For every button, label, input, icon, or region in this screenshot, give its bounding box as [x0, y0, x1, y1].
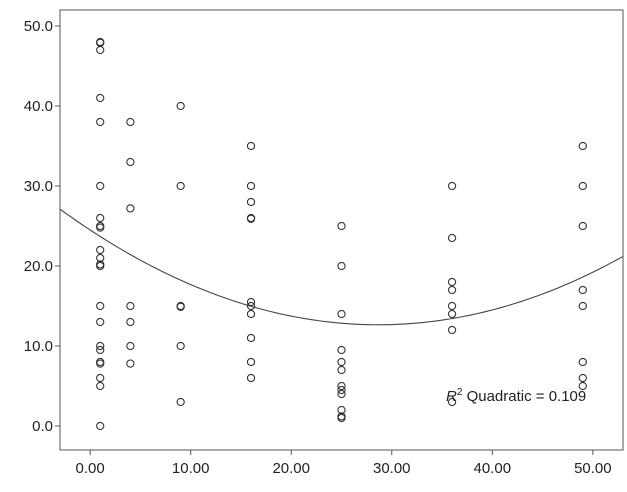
y-tick-label: 40.0 [24, 98, 53, 115]
data-point [96, 261, 105, 271]
r2-annotation-superscript: 2 [457, 387, 463, 398]
data-point [126, 317, 135, 327]
data-point [337, 357, 346, 367]
data-point [246, 297, 256, 307]
data-point [337, 365, 346, 375]
quadratic-fit-line [59, 208, 624, 326]
data-point [246, 357, 256, 367]
data-point [447, 285, 457, 295]
data-point [246, 373, 256, 383]
plot-frame [59, 9, 624, 451]
data-point [578, 285, 587, 295]
data-point [578, 381, 587, 391]
data-point [337, 413, 346, 423]
y-tick-label: 10.0 [24, 338, 53, 355]
r2-annotation-prefix: R [446, 388, 457, 405]
data-point [337, 381, 346, 391]
data-point [126, 204, 135, 213]
data-point [96, 381, 105, 391]
data-point [246, 333, 256, 343]
data-point [96, 181, 105, 191]
data-point [126, 359, 135, 368]
fit-curve-layer [59, 208, 624, 326]
data-point [126, 301, 135, 311]
data-point [337, 221, 346, 231]
data-point [96, 213, 105, 223]
data-point [176, 341, 185, 351]
data-point [337, 309, 346, 319]
x-tick-label: 40.00 [474, 460, 512, 477]
data-point [176, 397, 185, 407]
x-tick-label: 0.00 [76, 460, 105, 477]
data-point [246, 214, 256, 223]
data-point [96, 223, 105, 232]
data-point [96, 301, 105, 311]
y-tick-label: 30.0 [24, 178, 53, 195]
data-point [337, 405, 346, 415]
data-point [96, 421, 105, 431]
x-tick-label: 30.00 [373, 460, 411, 477]
data-point [126, 341, 135, 351]
data-point [96, 93, 105, 103]
data-point [96, 359, 105, 368]
data-point [96, 373, 105, 383]
y-axis: 0.0 10.0 20.0 30.0 40.0 50.0 [24, 18, 60, 435]
data-point [96, 117, 105, 127]
data-point [578, 221, 587, 231]
data-point [578, 141, 587, 151]
x-tick-label: 10.00 [172, 460, 210, 477]
data-point [447, 325, 457, 335]
data-points-layer [96, 37, 587, 431]
data-point [246, 141, 256, 151]
x-axis: 0.00 10.00 20.00 30.00 40.00 50.00 [76, 450, 612, 477]
y-tick-label: 0.0 [32, 418, 53, 435]
data-point [96, 253, 105, 263]
data-point [176, 181, 185, 191]
data-point [246, 197, 256, 207]
y-tick-label: 20.0 [24, 258, 53, 275]
data-point [447, 397, 457, 407]
data-point [447, 277, 457, 287]
data-point [126, 157, 135, 167]
data-point [337, 345, 346, 355]
data-point [337, 385, 346, 395]
data-point [578, 181, 587, 191]
data-point [246, 301, 256, 311]
data-point [447, 309, 457, 319]
r2-annotation: R2 Quadratic = 0.109 [446, 387, 586, 405]
data-point [96, 245, 105, 255]
data-point [96, 341, 105, 351]
data-point [447, 301, 457, 311]
data-point [176, 302, 185, 311]
data-point [578, 301, 587, 311]
data-point [447, 233, 457, 243]
data-point [96, 317, 105, 327]
data-point [337, 261, 346, 271]
data-point [126, 117, 135, 127]
data-point [337, 389, 346, 399]
data-point [246, 181, 256, 191]
y-tick-label: 50.0 [24, 18, 53, 35]
data-point [246, 309, 256, 319]
x-tick-label: 50.00 [574, 460, 612, 477]
data-point [447, 181, 457, 191]
data-point [578, 373, 587, 383]
data-point [176, 101, 185, 111]
x-tick-label: 20.00 [272, 460, 310, 477]
data-point [96, 45, 105, 55]
data-point [578, 357, 587, 367]
r2-annotation-text: Quadratic = 0.109 [462, 388, 586, 405]
data-point [96, 345, 105, 355]
